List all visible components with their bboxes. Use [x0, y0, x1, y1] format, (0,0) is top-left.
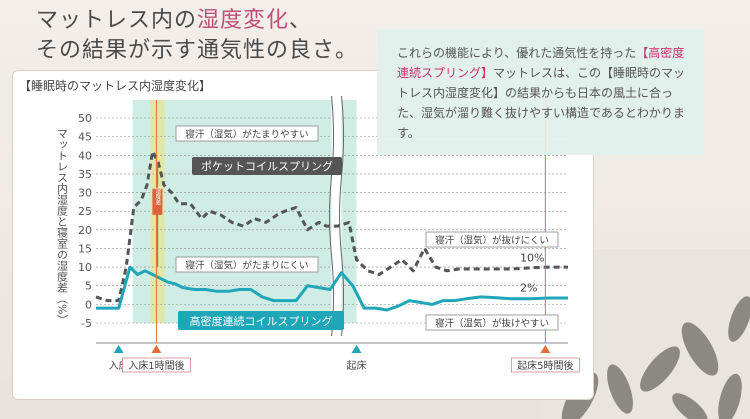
end-label-high-density: 2%	[520, 281, 537, 294]
x-marker-arrow	[151, 345, 162, 353]
x-marker-arrow	[540, 345, 551, 353]
series-legend-pocket-coil: ポケットコイルスプリング	[192, 157, 342, 175]
annotation-box: 寝汗（湿気）がたまりやすい	[175, 125, 319, 142]
x-marker-label: 入床1時間後	[128, 359, 184, 372]
y-tick-label: 30	[78, 187, 92, 200]
difference-label: 湿度差	[154, 187, 161, 206]
series-line-pocket-coil	[95, 150, 568, 303]
legend-label: 高密度連続コイルスプリング	[190, 314, 333, 328]
y-tick-label: -5	[81, 317, 92, 330]
headline-line-2: その結果が示す通気性の良さ。	[36, 38, 359, 63]
annotation-box: 寝汗（湿気）が抜けにくい	[425, 231, 559, 248]
annotation-text: 寝汗（湿気）が抜けやすい	[435, 318, 549, 330]
y-tick-label: 25	[78, 205, 92, 218]
y-tick-label: 35	[78, 168, 92, 181]
chart-title: 【睡眠時のマットレス内湿度変化】	[19, 79, 212, 93]
axis-break-right	[339, 95, 345, 337]
axis-break-gap	[331, 96, 342, 341]
note-text: これらの機能により、優れた通気性を持った【高密度連続スプリング】マットレスは、こ…	[397, 46, 686, 140]
x-marker-frame	[122, 357, 191, 373]
x-marker-arrow	[113, 345, 124, 353]
y-tick-label: 15	[78, 242, 92, 255]
end-label-pocket-coil: 10%	[520, 252, 544, 265]
y-tick-label: 10	[78, 261, 92, 274]
annotation-text: 寝汗（湿気）がたまりやすい	[185, 129, 308, 141]
axis-break-left	[329, 95, 335, 337]
legend-box	[192, 157, 342, 175]
y-tick-label: 20	[78, 224, 92, 237]
x-marker-arrow	[351, 345, 362, 353]
y-axis-title: マットレス内湿度と寝室の湿度差（%）	[56, 128, 69, 325]
y-tick-label: 0	[85, 298, 92, 311]
annotation-box: 寝汗（湿気）がたまりにくい	[175, 256, 319, 273]
annotation-frame	[175, 256, 319, 273]
x-marker-label: 起床5時間後	[517, 359, 573, 372]
y-tick-label: 50	[78, 112, 92, 125]
legend-box	[178, 311, 344, 330]
annotation-frame	[425, 314, 559, 331]
legend-label: ポケットコイルスプリング	[201, 159, 333, 173]
note-highlight: 【高密度連続スプリング】	[397, 46, 685, 80]
y-tick-label: 40	[78, 149, 92, 162]
y-tick-label: 45	[78, 131, 92, 144]
x-marker-label: 起床	[347, 359, 367, 372]
annotation-box: 寝汗（湿気）が抜けやすい	[425, 314, 559, 331]
headline: マットレス内の湿度変化、 その結果が示す通気性の良さ。	[36, 6, 358, 66]
x-marker-frame	[510, 357, 580, 373]
headline-line-1: マットレス内の湿度変化、	[36, 8, 313, 33]
annotation-frame	[175, 125, 319, 142]
y-tick-label: 5	[85, 280, 92, 293]
explanation-note: これらの機能により、優れた通気性を持った【高密度連続スプリング】マットレスは、こ…	[377, 29, 704, 155]
difference-label-box	[152, 188, 163, 215]
annotation-frame	[425, 231, 559, 248]
headline-accent: 湿度変化	[197, 8, 290, 33]
annotation-text: 寝汗（湿気）がたまりにくい	[185, 260, 308, 272]
series-legend-high-density: 高密度連続コイルスプリング	[178, 311, 344, 330]
series-line-high-density	[96, 265, 568, 312]
annotation-text: 寝汗（湿気）が抜けにくい	[435, 235, 549, 247]
